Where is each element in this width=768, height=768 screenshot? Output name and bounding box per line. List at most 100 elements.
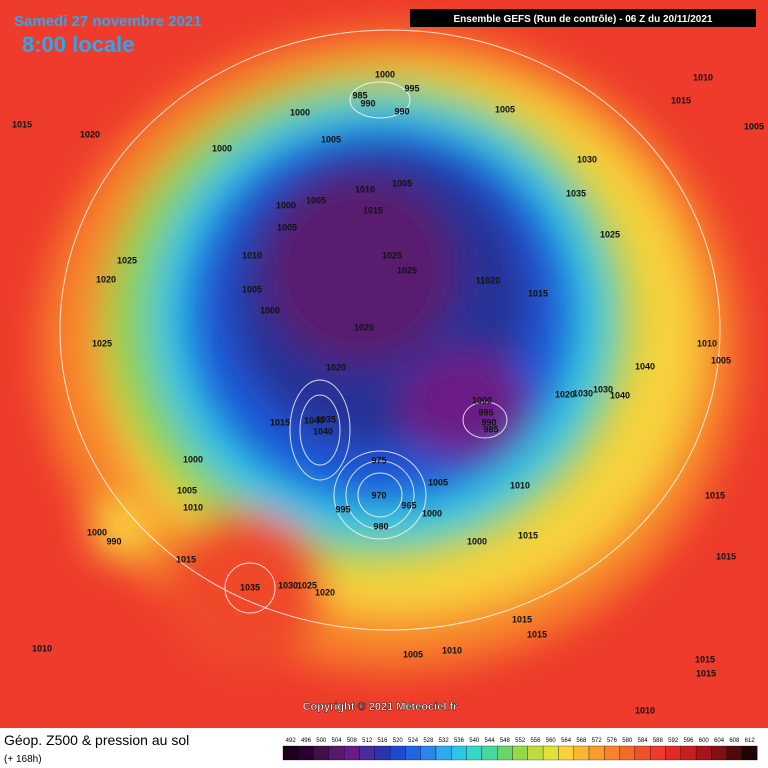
isobar-label: 1015 xyxy=(716,551,736,561)
isobar-label: 1000 xyxy=(422,508,442,518)
isobar-label: 965 xyxy=(401,500,416,510)
isobar-label: 11020 xyxy=(476,275,501,285)
isobar-label: 1020 xyxy=(326,362,346,372)
isobar-label: 985 xyxy=(352,90,367,100)
isobar-label: 1015 xyxy=(695,654,715,664)
colorbar-label: 496 xyxy=(301,738,312,744)
isobar-label: 1015 xyxy=(671,95,691,105)
isobar-label: 990 xyxy=(481,417,496,427)
isobar-label: 1010 xyxy=(697,338,717,348)
colorbar-swatch xyxy=(634,745,651,761)
isobar-label: 1015 xyxy=(176,554,196,564)
isobar-label: 1020 xyxy=(315,587,335,597)
colorbar-label: 564 xyxy=(561,738,572,744)
isobar-label: 1015 xyxy=(696,668,716,678)
isobar-label: 1010 xyxy=(32,643,52,653)
time: 8:00 locale xyxy=(22,32,135,57)
isobar-label: 1000 xyxy=(260,305,280,315)
isobar-label: 970 xyxy=(371,490,386,500)
colorbar-label: 572 xyxy=(592,738,603,744)
isobar-label: 1015 xyxy=(527,629,547,639)
isobar-label: 1000 xyxy=(276,200,296,210)
colorbar-label: 508 xyxy=(347,738,358,744)
colorbar-swatch xyxy=(741,745,758,761)
isobar-label: 1000 xyxy=(290,107,310,117)
isobar-label: 1015 xyxy=(518,530,538,540)
isobar-label: 1015 xyxy=(528,288,548,298)
colorbar-label: 516 xyxy=(377,738,388,744)
isobar-label: 1005 xyxy=(403,649,423,659)
colorbar-label: 576 xyxy=(607,738,618,744)
isobar-label: 1005 xyxy=(242,284,262,294)
colorbar-label: 548 xyxy=(500,738,511,744)
isobar-label: 1005 xyxy=(392,178,412,188)
colorbar-label: 544 xyxy=(485,738,496,744)
colorbar-label: 580 xyxy=(622,738,633,744)
isobar-label: 1000 xyxy=(472,395,492,405)
colorbar-label: 536 xyxy=(454,738,465,744)
z500-field xyxy=(0,0,768,728)
isobar-label: 1020 xyxy=(555,389,575,399)
colorbar-label: 492 xyxy=(286,738,297,744)
colorbar-label: 532 xyxy=(439,738,450,744)
colorbar-swatch xyxy=(680,745,697,761)
isobar-label: 1015 xyxy=(512,614,532,624)
isobar-label: 1010 xyxy=(355,184,375,194)
colorbar-swatch xyxy=(665,745,681,761)
footer-title: Géop. Z500 & pression au sol xyxy=(4,732,189,748)
isobar-label: 990 xyxy=(360,98,375,108)
colorbar-swatch xyxy=(282,745,299,761)
isobar-label: 1035 xyxy=(240,582,260,592)
colorbar-swatch xyxy=(527,745,544,761)
isobar-label: 1025 xyxy=(117,255,137,265)
colorbar-label: 500 xyxy=(316,738,327,744)
colorbar-label: 592 xyxy=(668,738,679,744)
colorbar-swatch xyxy=(650,745,666,761)
colorbar-label: 540 xyxy=(469,738,480,744)
isobar-label: 1025 xyxy=(600,229,620,239)
colorbar-swatch xyxy=(435,745,452,761)
run-box xyxy=(410,9,756,27)
colorbar-swatch xyxy=(481,745,498,761)
isobar-label: 1010 xyxy=(635,705,655,715)
isobar-label: 1000 xyxy=(87,527,107,537)
colorbar-swatch xyxy=(344,745,360,761)
isobar-label: 995 xyxy=(478,407,493,417)
colorbar-swatch xyxy=(359,745,375,761)
isobar-label: 1010 xyxy=(183,502,203,512)
copyright: Copyright © 2021 Meteociel.fr xyxy=(303,701,459,713)
run-info: Ensemble GEFS (Run de contrôle) - 06 Z d… xyxy=(454,14,713,25)
isobar-label: 1015 xyxy=(12,119,32,129)
isobar-label: 1030 xyxy=(573,388,593,398)
isobar-label: 1040 xyxy=(304,415,324,425)
colorbar-label: 528 xyxy=(423,738,434,744)
isobar-label: 1005 xyxy=(495,104,515,114)
isobar-label: 1040 xyxy=(610,390,630,400)
colorbar-label: 520 xyxy=(393,738,404,744)
colorbar-swatch xyxy=(558,745,574,761)
colorbar-swatch xyxy=(619,745,636,761)
colorbar-swatch xyxy=(542,745,559,761)
isobar-label: 1000 xyxy=(212,143,232,153)
isobar-label: 995 xyxy=(335,504,350,514)
isobar-label: 1030 xyxy=(278,580,298,590)
isobar-label: 1000 xyxy=(183,454,203,464)
isobar-label: 1015 xyxy=(705,490,725,500)
colorbar-label: 556 xyxy=(530,738,541,744)
colorbar-swatch xyxy=(695,745,712,761)
isobar-label: 1020 xyxy=(96,274,116,284)
isobar-label: 1025 xyxy=(297,580,317,590)
footer-lead: (+ 168h) xyxy=(4,754,42,765)
isobar-label: 1040 xyxy=(313,426,333,436)
isobar-label: 1025 xyxy=(397,265,417,275)
isobar-label: 1005 xyxy=(711,355,731,365)
isobar-label: 985 xyxy=(483,424,498,434)
isobar-label: 1035 xyxy=(316,414,336,424)
colorbar-label: 512 xyxy=(362,738,373,744)
colorbar-label: 504 xyxy=(332,738,343,744)
isobar-label: 1025 xyxy=(382,250,402,260)
colorbar-label: 568 xyxy=(576,738,587,744)
isobar-label: 1040 xyxy=(635,361,655,371)
isobar-label: 1015 xyxy=(270,417,290,427)
